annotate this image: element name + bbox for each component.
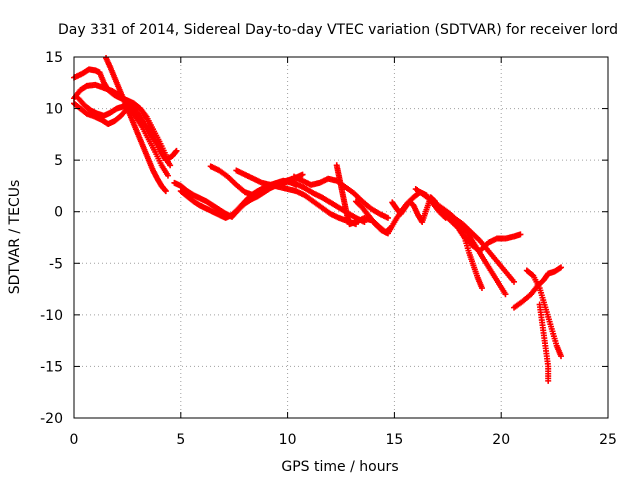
y-axis-label: SDTVAR / TECUs [7, 180, 23, 295]
y-tick-label: 15 [45, 50, 63, 66]
data-point-arc-19 [558, 353, 565, 360]
y-tick-label: -5 [49, 256, 63, 272]
data-point-arc-3 [167, 162, 174, 169]
x-tick-label: 10 [279, 432, 297, 448]
y-tick-label: -15 [40, 359, 63, 375]
data-point-arc-10 [384, 214, 391, 221]
grid [74, 57, 608, 418]
data-point-arc-14 [502, 291, 509, 298]
chart-title: Day 331 of 2014, Sidereal Day-to-day VTE… [58, 22, 618, 38]
y-tick-label: 0 [54, 205, 63, 221]
x-axis-label: GPS time / hours [281, 459, 398, 475]
x-tick-labels: 0 5 10 15 20 25 [70, 432, 617, 448]
x-tick-label: 20 [492, 432, 510, 448]
data-point-arc-15 [478, 285, 485, 292]
data-point-arc-6 [299, 171, 306, 178]
data-point-arc-20 [545, 377, 552, 384]
x-tick-label: 5 [176, 432, 185, 448]
data-point-arc-18 [558, 264, 565, 271]
data-point-arc-16 [511, 278, 518, 285]
y-tick-label: 10 [45, 102, 63, 118]
data-point-arc-5 [164, 172, 171, 179]
plot-frame [73, 56, 609, 419]
data-points [71, 55, 565, 384]
y-tick-label: -10 [40, 308, 63, 324]
y-tick-label: -20 [40, 411, 63, 427]
x-tick-label: 0 [70, 432, 79, 448]
data-point-arc-1 [173, 147, 180, 154]
axis-ticks [73, 56, 609, 419]
y-tick-label: 5 [54, 153, 63, 169]
data-point-arc-2 [162, 188, 169, 195]
x-tick-label: 25 [599, 432, 617, 448]
y-tick-labels: 15 10 5 0 -5 -10 -15 -20 [40, 50, 63, 427]
data-point-arc-4 [162, 151, 169, 158]
x-tick-label: 15 [385, 432, 403, 448]
data-point-arc-17 [517, 231, 524, 238]
